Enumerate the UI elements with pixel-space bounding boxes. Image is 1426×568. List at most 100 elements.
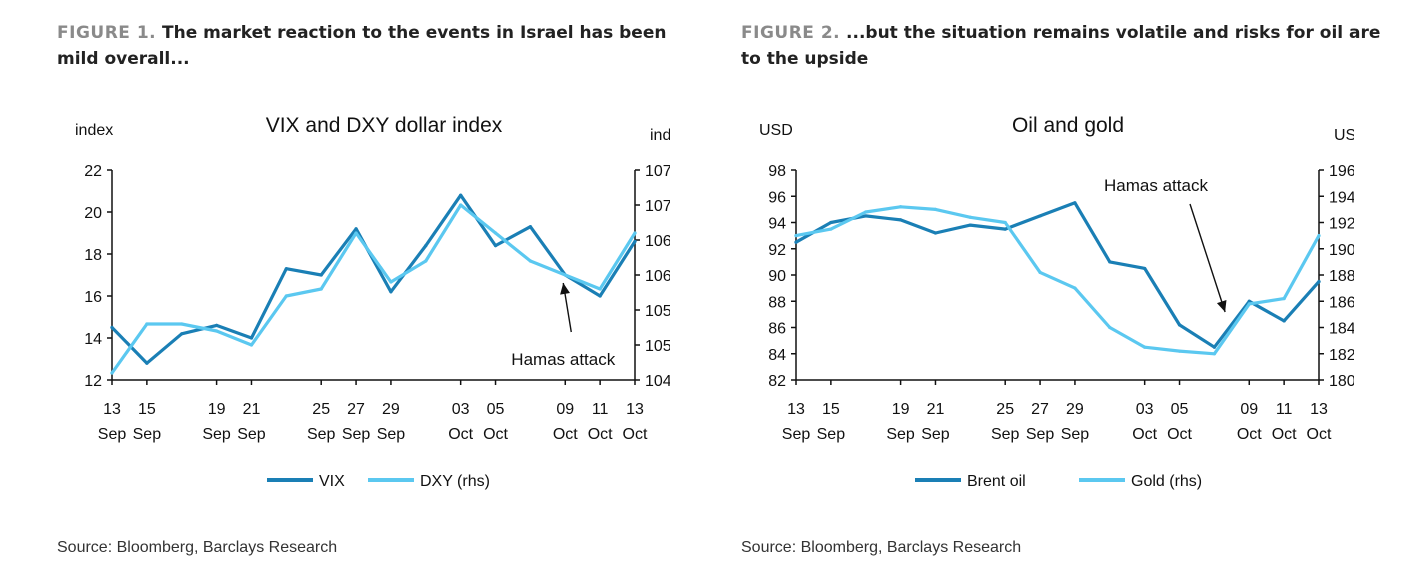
chart1-x-tick-day: 05 (487, 401, 505, 418)
chart2-x-tick-month: Sep (782, 426, 811, 443)
chart2-right-axis-unit: USD (1334, 127, 1354, 144)
figure-2-label: FIGURE 2. (741, 23, 841, 43)
chart2-x-tick-day: 03 (1136, 401, 1154, 418)
chart1-data-point (249, 343, 254, 347)
chart1-left-tick-label: 20 (84, 205, 102, 222)
chart2-data-point (829, 227, 833, 231)
chart1-x-tick-month: Sep (307, 426, 336, 443)
chart1-data-point (493, 231, 498, 235)
chart1-data-point (389, 280, 393, 284)
chart2-left-tick-label: 86 (768, 321, 786, 338)
chart1-data-point (424, 244, 428, 248)
chart2-right-tick-label: 1840 (1329, 321, 1354, 338)
chart2-x-tick-month: Oct (1237, 426, 1262, 443)
chart2-data-point (899, 218, 903, 222)
chart1-right-tick-label: 107.5 (645, 163, 670, 180)
chart2-data-point (1282, 319, 1286, 323)
chart1-right-tick-label: 106.5 (645, 233, 670, 250)
chart1-x-tick-day: 03 (452, 401, 470, 418)
chart2-data-point (1282, 297, 1286, 301)
chart1-data-point (598, 287, 602, 291)
chart1-data-point (633, 239, 637, 243)
chart2-data-point (1003, 220, 1007, 225)
chart2-left-tick-label: 92 (768, 242, 786, 259)
chart1-x-tick-month: Sep (133, 426, 162, 443)
chart2-data-point (933, 231, 938, 235)
chart1-series-line-secondary (110, 203, 637, 375)
chart2-x-tick-day: 13 (787, 401, 805, 418)
chart1-right-tick-label: 105.5 (645, 303, 670, 320)
chart2-data-point (829, 220, 833, 225)
chart2-x-tick-month: Sep (921, 426, 950, 443)
figure-1-title: FIGURE 1. The market reaction to the eve… (57, 20, 707, 72)
chart2-x-tick-month: Sep (817, 426, 846, 443)
chart1-data-point (389, 290, 393, 294)
chart1-x-tick-month: Sep (377, 426, 406, 443)
chart2-data-point (1247, 302, 1251, 306)
chart1-data-point (145, 322, 149, 326)
figure-1-label: FIGURE 1. (57, 23, 157, 43)
chart1-right-tick-label: 107.0 (645, 198, 670, 215)
chart1-annotation-label: Hamas attack (511, 350, 615, 369)
chart1-x-tick-day: 21 (243, 401, 261, 418)
chart1-x-tick-day: 13 (103, 401, 121, 418)
chart1-data-point (633, 231, 637, 235)
chart2-x-tick-day: 09 (1240, 401, 1258, 418)
figure-2-source: Source: Bloomberg, Barclays Research (741, 539, 1022, 556)
chart1-data-point (319, 273, 323, 277)
chart2-data-point (1073, 201, 1077, 205)
figure-2-title: FIGURE 2. ...but the situation remains v… (741, 20, 1391, 72)
chart2-annotation-arrow-head (1216, 299, 1227, 312)
chart2-x-tick-day: 25 (996, 401, 1014, 418)
chart1-data-point (563, 273, 567, 277)
chart2-data-point (1212, 345, 1216, 349)
chart2-series-line-primary (794, 201, 1321, 349)
figure-1-source: Source: Bloomberg, Barclays Research (57, 539, 338, 556)
chart1-data-point (215, 329, 219, 333)
chart2-data-point (1143, 345, 1147, 349)
chart1-data-point (110, 325, 114, 330)
chart2-data-point (864, 214, 868, 218)
chart2-x-tick-day: 15 (822, 401, 840, 418)
chart1-data-point (180, 322, 184, 326)
chart1-series-line-primary (110, 193, 637, 365)
oil-gold-chart: Oil and gold USD USD 82 84 86 88 90 92 94 96 98 1800… (759, 114, 1354, 490)
chart2-right-tick-label: 1900 (1329, 242, 1354, 259)
chart2-x-tick-month: Sep (991, 426, 1020, 443)
vix-dxy-chart: VIX and DXY dollar index index index 12 14 16… (75, 114, 670, 490)
chart2-left-tick-label: 98 (768, 163, 786, 180)
chart2-series-line-secondary (794, 205, 1321, 356)
chart2-data-point (1073, 286, 1077, 290)
chart1-data-point (319, 287, 323, 291)
chart1-data-point (598, 294, 602, 298)
figure-2-heading: ...but the situation remains volatile an… (741, 23, 1381, 69)
chart2-x-tick-month: Sep (886, 426, 915, 443)
chart1-x-tick-month: Sep (342, 426, 371, 443)
chart2-data-point (1003, 227, 1007, 231)
chart1-right-tick-label: 105.0 (645, 338, 670, 355)
chart1-x-tick-month: Sep (202, 426, 231, 443)
figure-1-heading: The market reaction to the events in Isr… (57, 23, 667, 69)
chart1-left-axis-unit: index (75, 122, 113, 139)
chart1-data-point (284, 267, 288, 271)
chart2-legend-label: Brent oil (967, 473, 1026, 490)
chart2-right-tick-label: 1920 (1329, 216, 1354, 233)
chart1-data-point (284, 294, 288, 298)
chart2-left-tick-label: 88 (768, 294, 786, 311)
chart1-chart-title: VIX and DXY dollar index (266, 114, 503, 137)
chart2-data-point (899, 205, 903, 209)
chart1-data-point (528, 225, 532, 229)
chart1-x-tick-day: 09 (556, 401, 574, 418)
chart1-data-point (424, 259, 428, 263)
chart1-left-tick-label: 16 (84, 289, 102, 306)
chart1-x-tick-day: 27 (347, 401, 365, 418)
chart2-data-point (1177, 323, 1182, 327)
chart2-data-point (1177, 349, 1182, 353)
chart1-x-tick-month: Oct (623, 426, 648, 443)
chart2-x-tick-day: 19 (892, 401, 910, 418)
chart1-left-tick-label: 22 (84, 163, 102, 180)
chart1-x-tick-month: Oct (553, 426, 578, 443)
chart2-data-point (794, 240, 798, 244)
chart1-left-tick-label: 18 (84, 247, 102, 264)
